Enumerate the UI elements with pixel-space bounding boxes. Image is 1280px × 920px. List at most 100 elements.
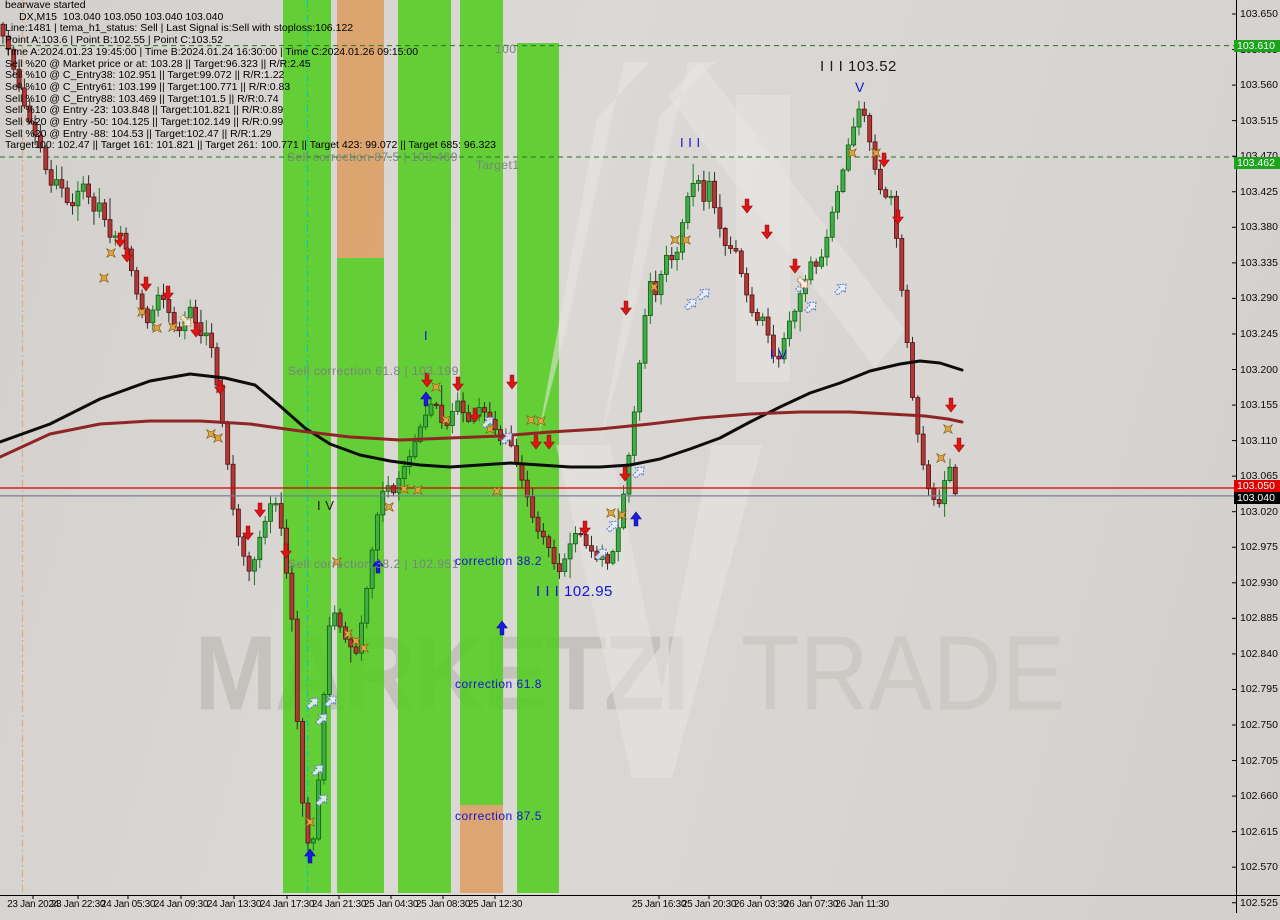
candle-body — [878, 168, 883, 191]
candle-body — [209, 332, 215, 349]
price-badge: 103.050 — [1234, 480, 1280, 492]
candle-body — [268, 503, 273, 522]
wave-label: 100 — [495, 42, 517, 56]
candles — [0, 22, 958, 851]
candle-body — [134, 270, 140, 295]
price-axis-label: 103.650 — [1240, 8, 1278, 20]
candle-body — [942, 480, 947, 505]
candle-body — [733, 248, 739, 252]
candle-body — [11, 48, 17, 70]
candle-body — [551, 547, 557, 564]
price-axis-label: 103.020 — [1240, 505, 1278, 518]
logo-shape — [736, 95, 790, 382]
candle-body — [776, 355, 782, 360]
candle-body — [80, 183, 86, 192]
price-axis-label: 102.930 — [1240, 576, 1278, 589]
candle-body — [621, 493, 626, 529]
sell-arrow-icon — [953, 437, 965, 453]
candle-body — [664, 254, 669, 275]
star-marker-icon — [616, 509, 628, 521]
info-line: DX,M15 103.040 103.050 103.040 103.040 — [19, 10, 224, 23]
sell-arrow-icon — [452, 376, 464, 392]
candle-body — [610, 551, 616, 564]
star-marker-icon — [412, 484, 424, 496]
sell-arrow-icon — [254, 502, 266, 518]
candle-body — [947, 466, 953, 482]
candle-body — [91, 196, 97, 212]
indicator-info-panel: bearwave started DX,M15 103.040 103.050 1… — [5, 0, 496, 152]
star-marker-icon — [105, 247, 117, 259]
candle-body — [417, 426, 423, 443]
price-axis-label: 103.200 — [1240, 363, 1278, 376]
wave-label: V — [855, 79, 865, 95]
candle-body — [589, 545, 594, 552]
buy-arrow-icon — [372, 558, 384, 574]
info-line: Sell %10 @ C_Entry88: 103.469 || Target:… — [5, 92, 279, 105]
hollow-down-arrow-icon — [179, 314, 192, 327]
time-axis-label: 23 Jan 2024 — [7, 899, 59, 910]
candle-body — [257, 536, 263, 561]
candle-body — [883, 189, 889, 198]
star-marker-icon — [350, 635, 362, 647]
hollow-up-arrow-icon — [804, 301, 817, 314]
candle-body — [235, 508, 241, 538]
candle-body — [492, 419, 498, 431]
price-badge: 103.462 — [1234, 156, 1280, 169]
time-axis-label: 23 Jan 22:30 — [50, 899, 106, 910]
candle-body — [289, 572, 295, 620]
candle-body — [38, 134, 43, 149]
candle-body — [728, 245, 733, 249]
price-axis-label: 103.110 — [1240, 434, 1278, 447]
info-line: Point A:103.6 | Point B:102.55 | Point C… — [5, 34, 223, 47]
logo-shape — [537, 62, 650, 442]
candle-body — [310, 838, 316, 844]
candle-body — [262, 520, 268, 538]
time-axis-label: 25 Jan 12:30 — [467, 899, 523, 910]
wave-label: correction 38.2 — [455, 554, 542, 568]
info-line: Sell %10 @ C_Entry61: 103.199 || Target:… — [5, 80, 291, 93]
candle-body — [428, 403, 434, 416]
star-marker-icon — [935, 452, 947, 464]
price-axis-label: 103.560 — [1240, 79, 1278, 92]
candle-body — [738, 250, 744, 275]
time-axis[interactable]: 23 Jan 2024 23 Jan 22:30 24 Jan 05:30 24 Ja… — [0, 897, 1280, 920]
candle-body — [856, 108, 862, 128]
candle-body — [717, 207, 723, 229]
hollow-up-arrow-icon — [311, 764, 324, 777]
candle-body — [246, 555, 252, 572]
candle-body — [754, 312, 760, 321]
candle-body — [54, 179, 59, 186]
candle-body — [198, 322, 204, 337]
candle-body — [112, 235, 118, 238]
candle-body — [353, 646, 359, 654]
candle-body — [230, 463, 236, 510]
candle-body — [669, 254, 675, 261]
sell-arrow-icon — [121, 247, 133, 263]
sell-arrow-icon — [114, 232, 126, 248]
time-axis-label: 24 Jan 05:30 — [100, 899, 156, 910]
candle-body — [482, 407, 487, 413]
star-marker-icon — [212, 432, 224, 444]
candle-body — [546, 536, 552, 548]
signal-markers — [98, 147, 965, 864]
star-marker-icon — [491, 485, 503, 497]
candle-body — [16, 68, 22, 89]
candle-body — [867, 114, 873, 143]
candle-body — [187, 306, 193, 319]
candle-body — [316, 779, 322, 840]
price-axis[interactable]: 103.650103.605103.560103.515103.470103.4… — [1234, 0, 1280, 920]
candle-body — [712, 180, 717, 209]
time-axis-label: 24 Jan 17:30 — [259, 899, 315, 910]
wave-label: Target1 — [476, 158, 520, 172]
candle-body — [642, 315, 648, 364]
candle-body — [813, 261, 819, 267]
candle-body — [86, 183, 91, 198]
candle-body — [203, 332, 209, 337]
sell-arrow-icon — [280, 543, 292, 559]
candle-body — [225, 423, 231, 465]
band — [337, 0, 384, 258]
candle-body — [583, 534, 589, 547]
time-axis-label: 24 Jan 13:30 — [206, 899, 262, 910]
wave-label: correction 87.5 — [455, 809, 542, 823]
